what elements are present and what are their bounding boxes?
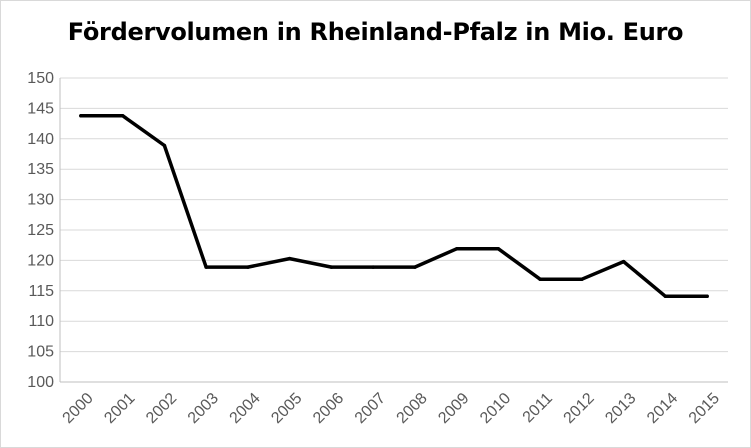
data-point [413, 265, 417, 269]
data-point [162, 143, 167, 148]
x-tick-labels: 2000 2001 2002 2003 2004 2005 2006 2007 2008 2009… [60, 390, 724, 427]
x-tick-label: 2003 [185, 390, 222, 427]
series-line [79, 113, 709, 299]
x-tick-label: 2006 [310, 390, 347, 427]
x-tick-label: 2001 [101, 390, 138, 427]
x-tick-label: 2014 [644, 390, 681, 427]
y-tick-label: 115 [28, 283, 54, 300]
x-tick-label: 2012 [561, 390, 598, 427]
data-point [329, 265, 334, 269]
data-point [705, 294, 709, 299]
data-point [663, 294, 668, 299]
y-tick-label: 100 [27, 374, 54, 391]
x-tick-label: 2010 [477, 390, 514, 427]
x-tick-label: 2015 [686, 390, 723, 427]
y-tick-label: 150 [27, 70, 54, 87]
data-point [287, 256, 292, 261]
x-tick-label: 2005 [268, 390, 305, 427]
data-point [246, 265, 250, 269]
x-tick-label: 2008 [394, 390, 431, 427]
y-tick-label: 140 [27, 131, 54, 148]
data-point [580, 277, 584, 281]
data-point [371, 265, 375, 269]
y-tick-label: 130 [27, 192, 54, 209]
x-tick-label: 2007 [352, 390, 389, 427]
x-tick-label: 2002 [143, 390, 180, 427]
data-point [454, 247, 459, 251]
y-tick-label: 120 [27, 252, 54, 269]
data-point [120, 113, 125, 118]
y-tick-label: 110 [28, 313, 54, 330]
data-point [204, 265, 208, 269]
x-tick-label: 2011 [520, 390, 556, 426]
y-tick-labels: 100 105 110 115 120 125 130 135 140 145 150 [27, 70, 54, 391]
axes [59, 78, 728, 383]
gridlines [60, 77, 728, 353]
data-point [538, 277, 542, 281]
data-point [496, 247, 501, 251]
x-tick-label: 2000 [60, 390, 97, 427]
chart-title: Fördervolumen in Rheinland-Pfalz in Mio.… [67, 18, 684, 46]
x-tick-label: 2004 [227, 390, 264, 427]
x-tick-label: 2013 [602, 390, 639, 427]
y-tick-label: 125 [27, 222, 54, 239]
x-tick-label: 2009 [435, 390, 472, 427]
y-tick-label: 105 [27, 344, 54, 361]
series [79, 113, 709, 299]
data-point [621, 259, 626, 264]
data-point [79, 113, 83, 118]
y-tick-label: 145 [27, 100, 54, 117]
y-tick-label: 135 [27, 161, 54, 178]
